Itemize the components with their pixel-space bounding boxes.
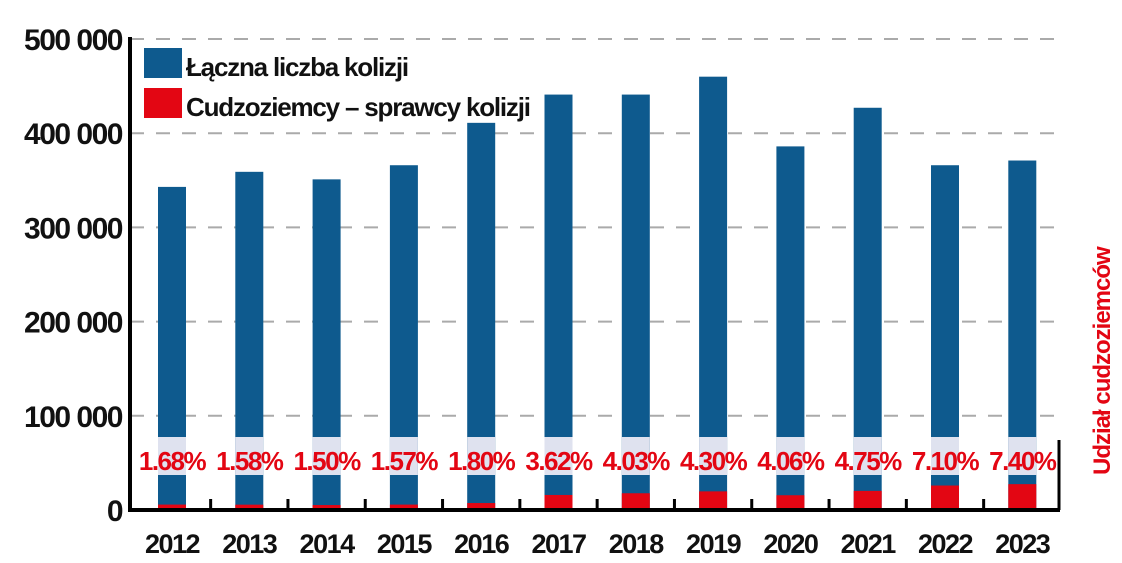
label-band [931, 437, 959, 475]
x-tick-label: 2021 [841, 529, 897, 559]
share-label: 7.10% [912, 446, 980, 476]
x-tick-label: 2019 [686, 529, 742, 559]
bar-foreigners [544, 494, 573, 510]
bar-foreigners [621, 493, 650, 510]
y-tick-label: 0 [107, 495, 123, 528]
x-tick-label: 2022 [918, 529, 973, 559]
x-tick-label: 2018 [609, 529, 665, 559]
share-label: 4.30% [680, 446, 748, 476]
bar-foreigners [931, 485, 959, 510]
label-band [235, 437, 264, 475]
share-label: 4.06% [757, 446, 825, 476]
legend-swatch-total [144, 48, 182, 78]
x-tick-label: 2013 [222, 529, 278, 559]
share-label: 7.40% [989, 446, 1057, 476]
x-tick-label: 2023 [995, 529, 1051, 559]
share-label: 4.75% [835, 446, 903, 476]
bar-foreigners [776, 495, 805, 510]
x-tick-label: 2020 [763, 529, 818, 559]
x-tick-labels: 2012 2013 2014 2015 2016 2017 2018 2019 2020 2021… [145, 529, 1052, 559]
bar-foreigners [1008, 484, 1037, 510]
x-tick-label: 2014 [300, 529, 356, 559]
y-tick-label: 400 000 [24, 118, 123, 151]
label-band [158, 437, 186, 475]
label-band [544, 437, 573, 475]
legend: Łączna liczba kolizji Cudzoziemcy – spra… [144, 48, 531, 122]
label-band [389, 437, 418, 475]
share-label: 1.57% [371, 446, 439, 476]
bar-foreigners [853, 490, 882, 510]
legend-label-foreigners: Cudzoziemcy – sprawcy kolizji [186, 92, 530, 122]
bar-foreigners [312, 505, 341, 510]
bars: 1.68% 1.58% 1.50% 1.57% 1.80% 3.62% 4.03% 4.30%… [139, 76, 1058, 511]
share-label: 1.50% [293, 446, 361, 476]
legend-label-total: Łączna liczba kolizji [186, 52, 408, 82]
bar-foreigners [235, 504, 264, 510]
y-tick-labels: 0 100 000 200 000 300 000 400 000 500 000 [24, 24, 124, 528]
x-tick-label: 2012 [145, 529, 200, 559]
label-band [1008, 437, 1037, 475]
share-label: 1.58% [216, 446, 284, 476]
label-band [621, 437, 650, 475]
y-tick-label: 500 000 [24, 24, 123, 57]
bar-foreigners [158, 504, 186, 510]
x-tick-label: 2017 [531, 529, 586, 559]
label-band [853, 437, 882, 475]
x-tick-label: 2016 [454, 529, 510, 559]
legend-swatch-foreigners [144, 88, 182, 118]
bar-foreigners [389, 504, 418, 510]
y-tick-label: 200 000 [24, 307, 123, 340]
bar-foreigners [699, 491, 728, 510]
share-label: 4.03% [603, 446, 671, 476]
label-band [312, 437, 341, 475]
secondary-axis-label: Udział cudzoziemców [1089, 246, 1116, 475]
share-label: 1.80% [448, 446, 516, 476]
share-label: 1.68% [139, 446, 207, 476]
y-tick-label: 300 000 [24, 212, 123, 245]
x-tick-label: 2015 [377, 529, 433, 559]
share-label: 3.62% [525, 446, 593, 476]
label-band [699, 437, 728, 475]
axes [128, 37, 1061, 512]
bar-foreigners [467, 503, 496, 510]
label-band [467, 437, 496, 475]
y-tick-label: 100 000 [24, 401, 123, 434]
label-band [776, 437, 805, 475]
